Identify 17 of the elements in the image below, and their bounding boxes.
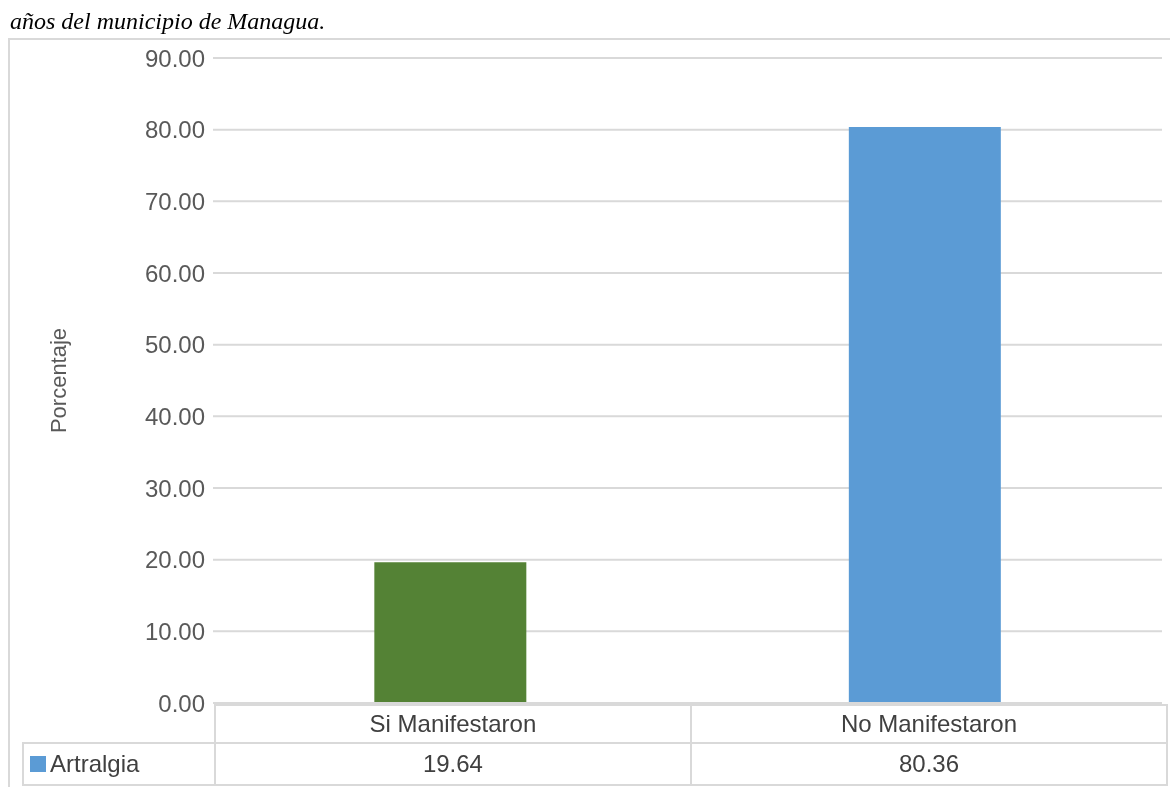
y-tick-label: 60.00 xyxy=(144,259,205,287)
legend-label: Artralgia xyxy=(23,743,215,785)
y-tick-label: 30.00 xyxy=(144,474,205,502)
x-tick-label: No Manifestaron xyxy=(690,705,1167,743)
y-tick-label: 0.00 xyxy=(158,689,205,717)
y-tick-label: 90.00 xyxy=(144,44,205,72)
y-tick-label: 40.00 xyxy=(144,402,205,430)
y-tick-label: 20.00 xyxy=(144,546,205,574)
x-tick-label: Si Manifestaron xyxy=(214,705,691,743)
text: años del municipio de Managua. xyxy=(10,8,326,35)
y-tick-label: 80.00 xyxy=(144,116,205,144)
y-axis-title: Porcentaje xyxy=(45,327,71,434)
data-label: 19.64 xyxy=(214,743,691,785)
data-label: 80.36 xyxy=(690,743,1167,785)
y-tick-label: 70.00 xyxy=(144,187,205,215)
y-tick-label: 50.00 xyxy=(144,331,205,359)
y-tick-label: 10.00 xyxy=(144,617,205,645)
